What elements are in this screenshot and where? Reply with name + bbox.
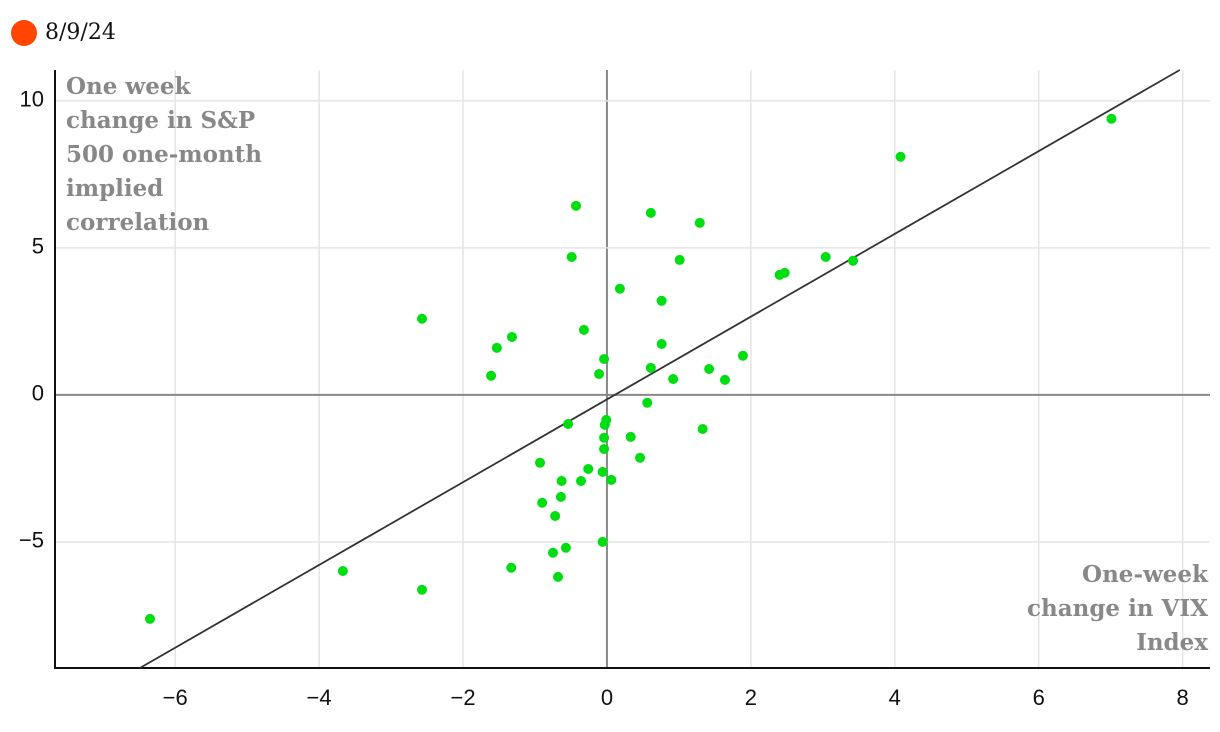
point <box>737 350 748 361</box>
x-axis-label: One-week <box>1082 561 1209 588</box>
point <box>779 267 790 278</box>
x-tick-label: 2 <box>745 685 757 710</box>
trend-line <box>139 69 1181 669</box>
x-tick-label: −4 <box>307 685 332 710</box>
point <box>656 295 667 306</box>
y-axis-label: change in S&P <box>66 107 255 134</box>
x-tick-label: −6 <box>163 685 188 710</box>
point <box>599 432 610 443</box>
point <box>550 511 561 522</box>
point <box>491 342 502 353</box>
point <box>597 536 608 547</box>
point <box>848 255 859 266</box>
y-axis-label: 500 one-month <box>66 141 262 168</box>
point <box>144 613 155 624</box>
point <box>535 457 546 468</box>
x-tick-label: 8 <box>1177 685 1189 710</box>
point <box>594 368 605 379</box>
point <box>601 414 612 425</box>
point <box>560 542 571 553</box>
y-tick-label: 5 <box>32 234 44 259</box>
point <box>555 491 566 502</box>
y-tick-label: −5 <box>19 528 44 553</box>
point <box>553 571 564 582</box>
point <box>645 207 656 218</box>
marks <box>139 69 1181 669</box>
point <box>486 370 497 381</box>
x-tick-label: 6 <box>1033 685 1045 710</box>
point <box>697 423 708 434</box>
point <box>635 452 646 463</box>
point <box>895 151 906 162</box>
y-axis-label: implied <box>66 175 163 202</box>
point <box>1106 113 1117 124</box>
point <box>576 476 587 487</box>
x-tick-label: 0 <box>601 685 613 710</box>
y-axis-label: One week <box>66 73 191 100</box>
point <box>578 324 589 335</box>
y-axis-label: correlation <box>66 209 210 236</box>
legend-label: 8/9/24 <box>45 20 116 45</box>
point <box>547 547 558 558</box>
point <box>563 418 574 429</box>
point <box>571 200 582 211</box>
point <box>674 254 685 265</box>
point <box>694 217 705 228</box>
x-tick-label: −2 <box>450 685 475 710</box>
point <box>668 373 679 384</box>
y-tick-label: 10 <box>20 87 44 112</box>
point <box>537 497 548 508</box>
point <box>642 397 653 408</box>
point <box>625 431 636 442</box>
labels: −6 −4 −2 0 2 4 6 8 10 5 0 −5 One week change in S&P 50… <box>11 20 1209 710</box>
point <box>337 565 348 576</box>
point <box>645 362 656 373</box>
x-axis-label: Index <box>1136 629 1208 656</box>
point <box>820 251 831 262</box>
point <box>417 313 428 324</box>
point <box>506 331 517 342</box>
point <box>599 443 610 454</box>
x-tick-label: 4 <box>889 685 901 710</box>
point <box>597 466 608 477</box>
point <box>606 474 617 485</box>
point <box>656 339 667 350</box>
point <box>417 584 428 595</box>
point <box>556 476 567 487</box>
y-tick-label: 0 <box>32 381 44 406</box>
point <box>583 463 594 474</box>
x-axis-label: change in VIX <box>1027 595 1208 622</box>
point <box>719 374 730 385</box>
grid <box>54 70 1210 669</box>
point <box>506 562 517 573</box>
point <box>566 251 577 262</box>
point <box>614 283 625 294</box>
point <box>599 354 610 365</box>
legend-marker <box>11 20 37 46</box>
point <box>704 364 715 374</box>
